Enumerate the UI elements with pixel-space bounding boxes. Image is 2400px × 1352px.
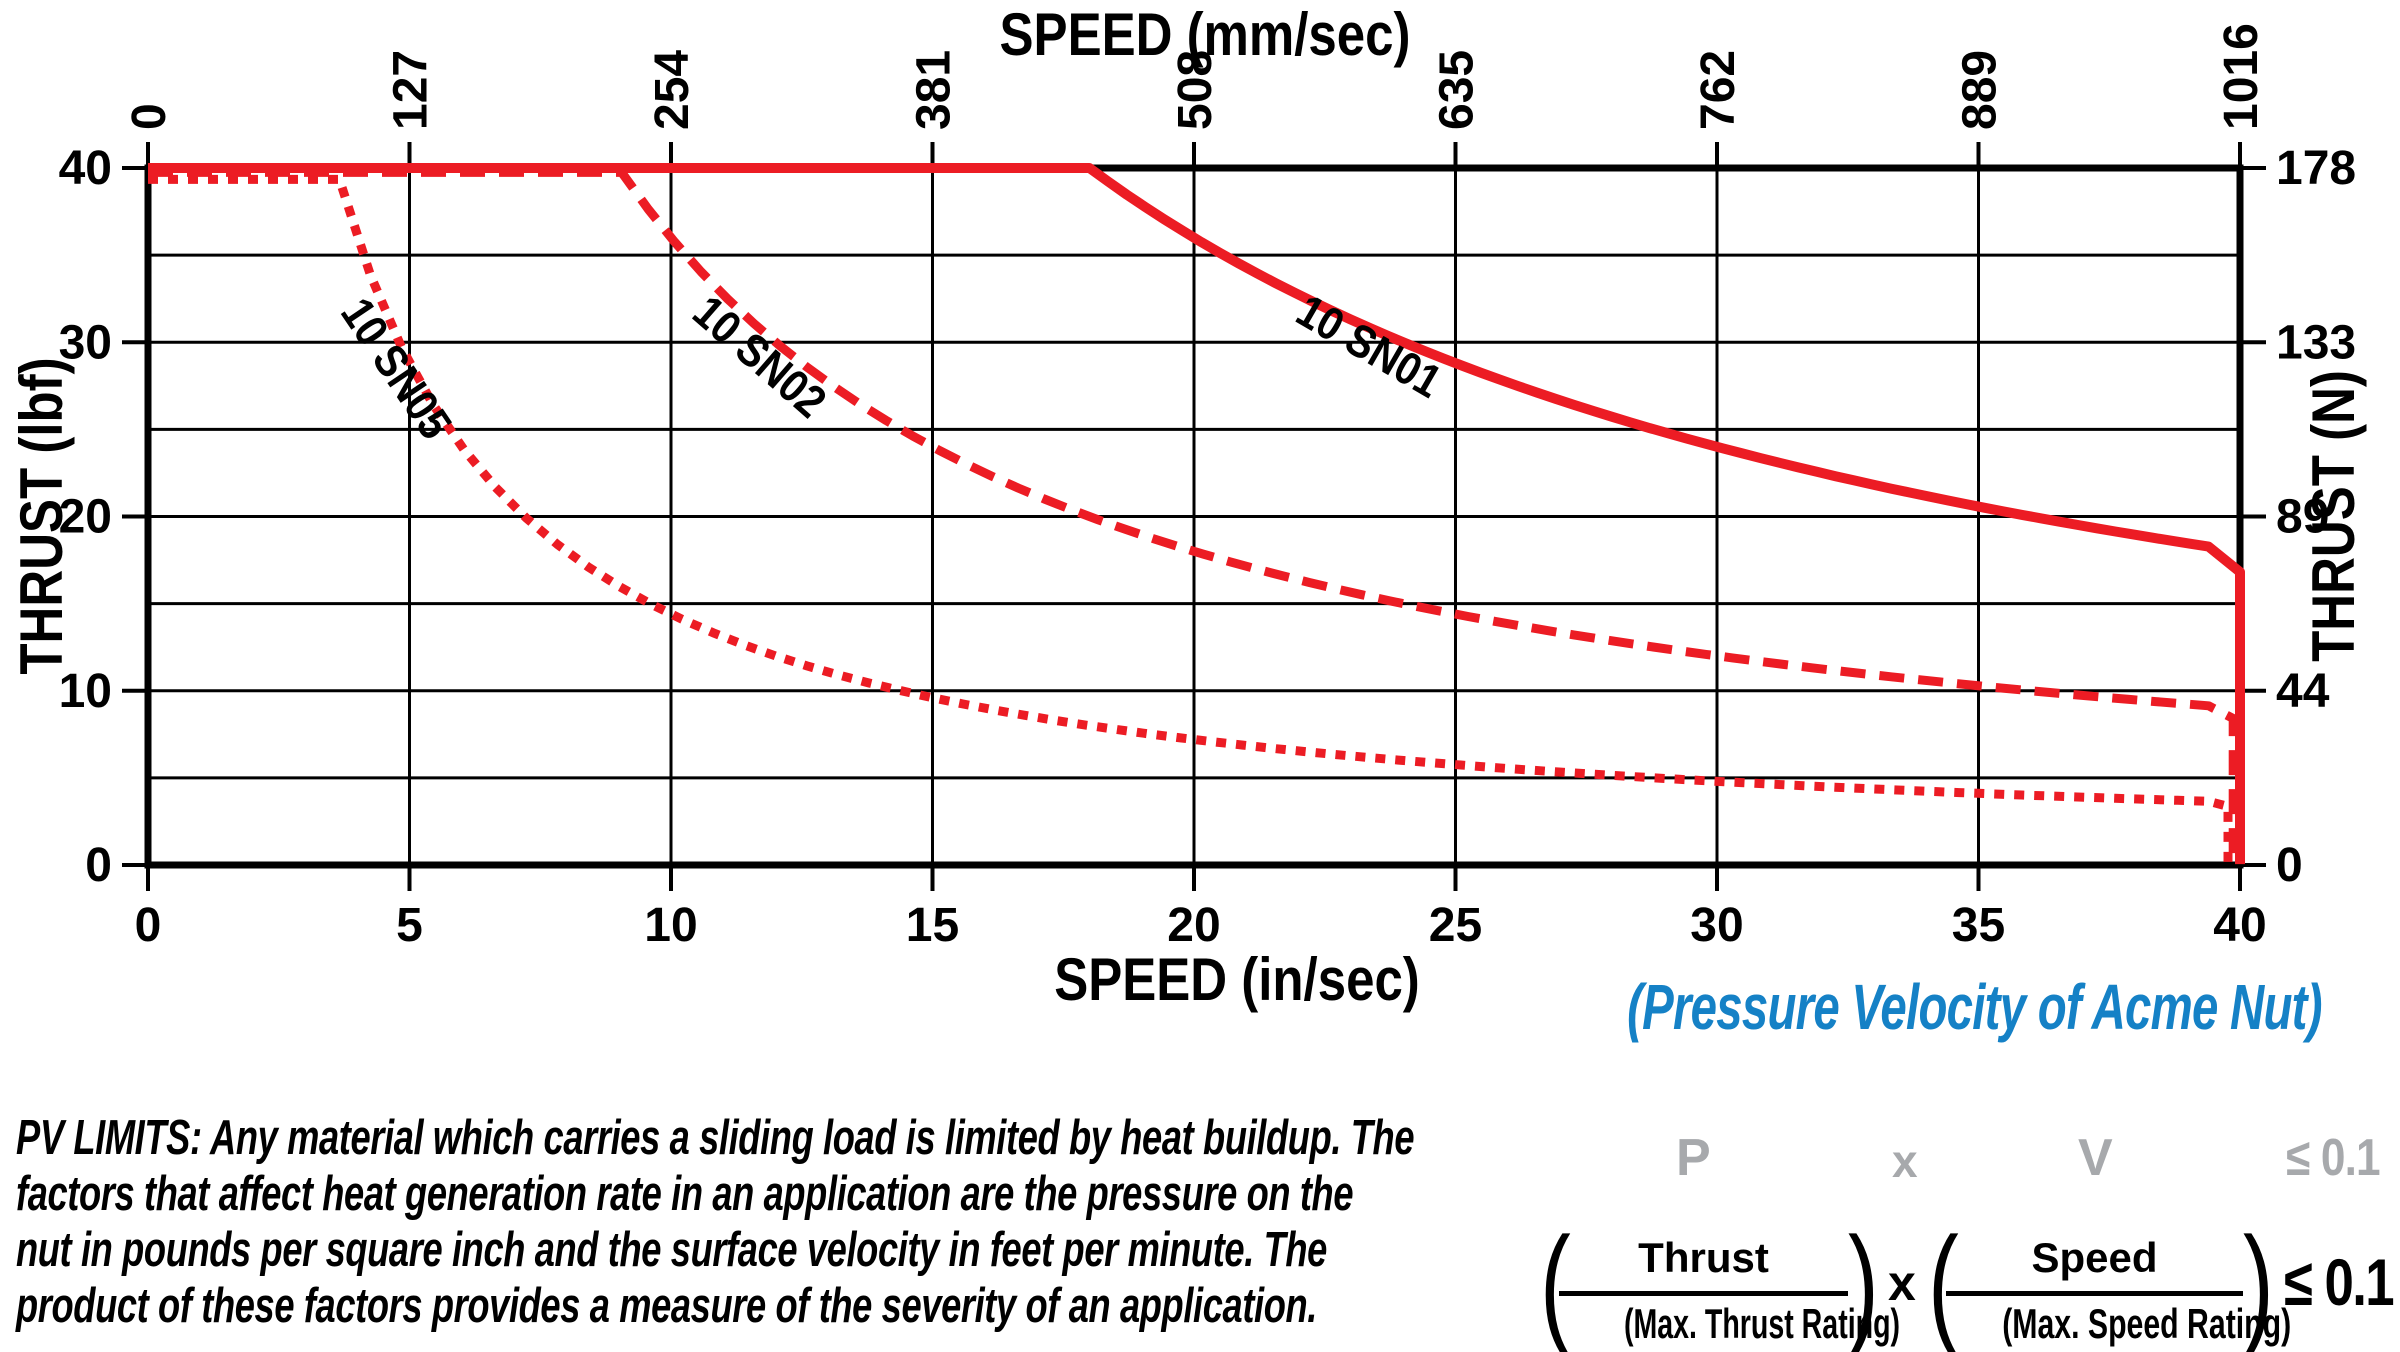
top-tick-label: 1016: [2215, 23, 2268, 130]
top-tick-label: 0: [123, 103, 176, 130]
bottom-tick-label: 30: [1690, 899, 1743, 952]
formula-v-gray: V: [2078, 1129, 2113, 1187]
top-tick-label: 762: [1692, 50, 1745, 130]
thrust-fraction: Thrust (Max. Thrust Rating): [1559, 1234, 1901, 1347]
paren-close-2: ): [2243, 1210, 2274, 1352]
right-tick-label: 0: [2276, 839, 2303, 892]
curve-10sn05: [148, 174, 2233, 865]
pv-limits-paragraph: PV LIMITS: Any material which carries a …: [16, 1110, 1414, 1334]
paren-open-1: (: [1540, 1210, 1571, 1352]
left-tick-label: 40: [59, 142, 112, 195]
bottom-tick-label: 5: [396, 899, 423, 952]
right-axis-title: THRUST (N): [2300, 370, 2367, 662]
paragraph-line-2: factors that affect heat generation rate…: [16, 1167, 1354, 1221]
right-tick-label: 89: [2276, 491, 2329, 544]
top-tick-label: 254: [646, 50, 699, 130]
left-tick-label: 10: [59, 665, 112, 718]
speed-numerator: Speed: [1946, 1234, 2243, 1296]
bottom-tick-label: 40: [2213, 899, 2266, 952]
paragraph-line-4: product of these factors provides a meas…: [16, 1279, 1318, 1333]
speed-fraction: Speed (Max. Speed Rating): [1946, 1234, 2292, 1347]
top-tick-label: 381: [908, 50, 961, 130]
left-tick-label: 0: [85, 839, 112, 892]
speed-denominator: (Max. Speed Rating): [2002, 1300, 2292, 1347]
top-tick-label: 635: [1431, 50, 1484, 130]
top-tick-label: 127: [385, 50, 438, 130]
top-axis-title: SPEED (mm/sec): [1000, 1, 1411, 68]
curve-10sn01: [148, 163, 2245, 865]
formula-p-gray: P: [1676, 1129, 1711, 1187]
curve-label-10sn05: 10 SN05: [331, 289, 461, 448]
formula-leq-black: ≤ 0.1: [2284, 1245, 2395, 1319]
left-axis-title: THRUST (lbf): [8, 357, 75, 674]
paren-open-2: (: [1928, 1210, 1959, 1352]
tick-labels: 0 5 10 15 20 25 30 35 400 127 254 381 508 635 762 889 10…: [59, 23, 2356, 952]
formula-x-gray: x: [1892, 1135, 1918, 1187]
right-tick-label: 44: [2276, 665, 2330, 718]
paragraph-line-1: PV LIMITS: Any material which carries a …: [16, 1111, 1415, 1165]
paren-close-1: ): [1848, 1210, 1879, 1352]
thrust-denominator: (Max. Thrust Rating): [1623, 1300, 1901, 1347]
paragraph-line-3: nut in pounds per square inch and the su…: [16, 1223, 1327, 1277]
right-tick-label: 133: [2276, 316, 2356, 369]
right-tick-label: 178: [2276, 142, 2356, 195]
top-tick-label: 508: [1169, 50, 1222, 130]
bottom-tick-label: 0: [135, 899, 162, 952]
gridlines: [148, 168, 2240, 865]
curves: [148, 163, 2245, 865]
left-tick-label: 30: [59, 316, 112, 369]
curve-10sn02: [148, 167, 2238, 865]
chart-caption: (Pressure Velocity of Acme Nut): [1627, 971, 2322, 1043]
curve-labels: 10 SN05 10 SN02 10 SN01: [331, 285, 1450, 448]
bottom-tick-label: 15: [906, 899, 959, 952]
thrust-numerator: Thrust: [1559, 1234, 1848, 1296]
left-tick-label: 20: [59, 491, 112, 544]
formula-leq-gray: ≤ 0.1: [2286, 1129, 2381, 1187]
bottom-tick-label: 20: [1167, 899, 1220, 952]
formula-x-black: x: [1888, 1255, 1916, 1311]
bottom-tick-label: 35: [1952, 899, 2005, 952]
bottom-axis-title: SPEED (in/sec): [1054, 946, 1420, 1013]
tick-marks: [122, 142, 2266, 891]
curve-label-10sn02: 10 SN02: [683, 286, 835, 428]
bottom-tick-label: 10: [644, 899, 697, 952]
top-tick-label: 889: [1954, 50, 2007, 130]
axis-titles: SPEED (mm/sec) SPEED (in/sec) THRUST (lbf)…: [8, 1, 2367, 1013]
bottom-tick-label: 25: [1429, 899, 1482, 952]
